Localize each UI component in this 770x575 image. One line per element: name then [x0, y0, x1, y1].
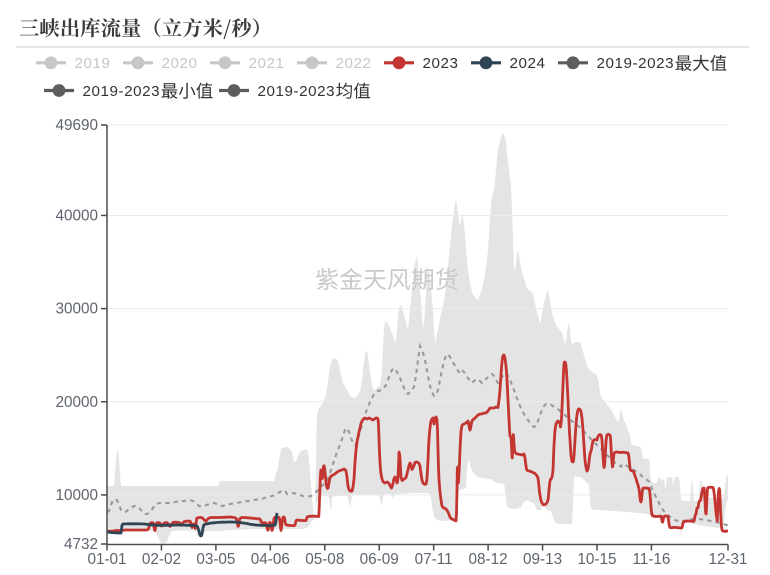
- svg-text:49690: 49690: [55, 117, 98, 134]
- svg-text:2019-2023: 2019-2023: [83, 83, 161, 100]
- svg-text:10000: 10000: [55, 487, 98, 504]
- svg-text:09-13: 09-13: [523, 551, 562, 568]
- svg-text:11-16: 11-16: [632, 551, 670, 568]
- svg-text:04-06: 04-06: [251, 551, 290, 568]
- svg-text:2019: 2019: [75, 55, 111, 72]
- svg-text:2019-2023: 2019-2023: [597, 55, 675, 72]
- svg-text:12-31: 12-31: [708, 551, 747, 568]
- svg-text:2021: 2021: [249, 55, 285, 72]
- svg-text:02-02: 02-02: [142, 551, 181, 568]
- svg-text:08-12: 08-12: [469, 551, 508, 568]
- svg-text:2020: 2020: [162, 55, 198, 72]
- svg-text:40000: 40000: [55, 207, 98, 224]
- svg-text:05-08: 05-08: [305, 551, 344, 568]
- svg-text:07-11: 07-11: [415, 551, 453, 568]
- svg-text:2019-2023: 2019-2023: [258, 83, 336, 100]
- svg-text:30000: 30000: [55, 301, 98, 318]
- svg-text:2023: 2023: [423, 55, 459, 72]
- svg-text:01-01: 01-01: [87, 551, 126, 568]
- svg-text:2024: 2024: [510, 55, 546, 72]
- svg-text:03-05: 03-05: [196, 551, 235, 568]
- svg-text:20000: 20000: [55, 394, 98, 411]
- svg-text:2022: 2022: [336, 55, 372, 72]
- svg-text:10-15: 10-15: [577, 551, 616, 568]
- svg-text:06-09: 06-09: [360, 551, 399, 568]
- svg-text:4732: 4732: [64, 536, 98, 553]
